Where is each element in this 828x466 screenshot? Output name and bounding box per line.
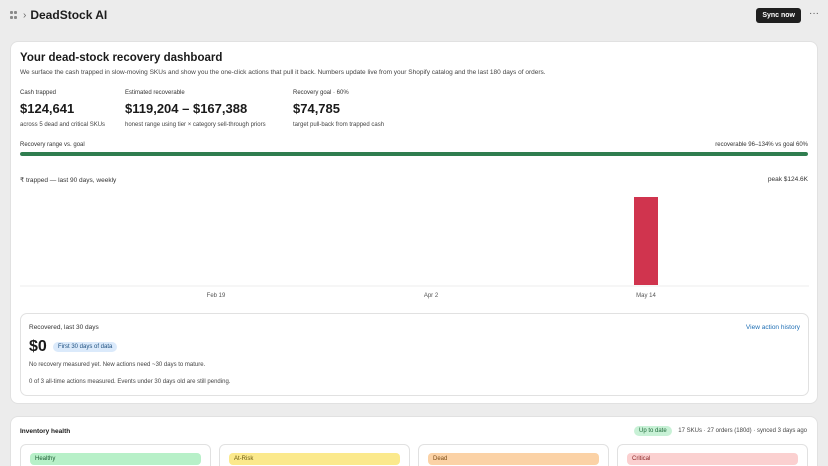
trapped-cash-bar-chart: Feb 19 Apr 2 May 14 [20, 197, 809, 299]
stat-value: $124,641 [20, 101, 75, 116]
apps-grid-icon[interactable] [10, 11, 18, 19]
chevron-right-icon: › [23, 9, 27, 21]
stat-label: Cash trapped [20, 90, 57, 96]
segment-pill: Critical [627, 453, 798, 465]
chart-title: ₹ trapped — last 90 days, weekly [20, 177, 117, 184]
recovered-amount: $0 [29, 338, 47, 355]
chart-peak-label: peak $124.6K [767, 176, 808, 183]
recovery-range-header: Recovery range vs. goal recoverable 96–1… [20, 142, 808, 148]
up-to-date-badge: Up to date [634, 426, 672, 436]
recovery-range-label: Recovery range vs. goal [20, 142, 85, 148]
stat-label: Estimated recoverable [125, 90, 185, 96]
sync-now-button[interactable]: Sync now [756, 8, 801, 23]
recovered-panel: Recovered, last 30 days View action hist… [20, 313, 809, 396]
inventory-sync-meta: 17 SKUs · 27 orders (180d) · synced 3 da… [678, 428, 807, 434]
segment-pill: Healthy [30, 453, 201, 465]
stat-note: honest range using tier × category sell-… [125, 122, 266, 128]
chart-header: ₹ trapped — last 90 days, weekly peak $1… [20, 176, 808, 184]
stat-cash-trapped: Cash trapped $124,641 across 5 dead and … [20, 90, 105, 128]
stat-note: target pull-back from trapped cash [293, 122, 385, 128]
recovered-note: No recovery measured yet. New actions ne… [29, 362, 206, 368]
stat-value: $74,785 [293, 101, 340, 116]
first-30-days-badge: First 30 days of data [53, 342, 118, 352]
inventory-health-title: Inventory health [20, 428, 71, 435]
stat-value: $119,204 – $167,388 [125, 101, 248, 116]
inventory-health-card: Inventory health Up to date 17 SKUs · 27… [10, 416, 818, 466]
segment-healthy[interactable]: Healthy [20, 444, 211, 466]
chart-bar[interactable] [634, 197, 658, 285]
dashboard-subtitle: We surface the cash trapped in slow-movi… [20, 69, 546, 76]
stat-estimated-recoverable: Estimated recoverable $119,204 – $167,38… [125, 90, 266, 128]
app-title: DeadStock AI [30, 8, 108, 22]
recovered-title: Recovered, last 30 days [29, 324, 99, 331]
dashboard-card: Your dead-stock recovery dashboard We su… [10, 41, 818, 404]
segment-critical[interactable]: Critical [617, 444, 808, 466]
x-tick-label: Feb 19 [207, 293, 226, 299]
x-tick-label: Apr 2 [424, 293, 439, 299]
segment-pill: At-Risk [229, 453, 400, 465]
segment-pill: Dead [428, 453, 599, 465]
segment-dead[interactable]: Dead [418, 444, 609, 466]
recovery-range-bar [20, 152, 808, 156]
dashboard-title: Your dead-stock recovery dashboard [20, 52, 223, 64]
view-action-history-link[interactable]: View action history [745, 324, 800, 331]
stat-note: across 5 dead and critical SKUs [20, 122, 106, 128]
recovery-range-fill [20, 152, 808, 156]
recovered-pending-note: 0 of 3 all-time actions measured. Events… [29, 379, 231, 385]
stat-recovery-goal: Recovery goal · 60% $74,785 target pull-… [293, 90, 384, 128]
top-bar: › DeadStock AI Sync now ··· [0, 0, 828, 30]
segment-at-risk[interactable]: At-Risk [219, 444, 410, 466]
more-options-icon[interactable]: ··· [809, 8, 819, 19]
stat-label: Recovery goal · 60% [293, 90, 349, 96]
recovery-range-summary: recoverable 96–134% vs goal 60% [715, 142, 808, 148]
x-tick-label: May 14 [636, 293, 656, 299]
